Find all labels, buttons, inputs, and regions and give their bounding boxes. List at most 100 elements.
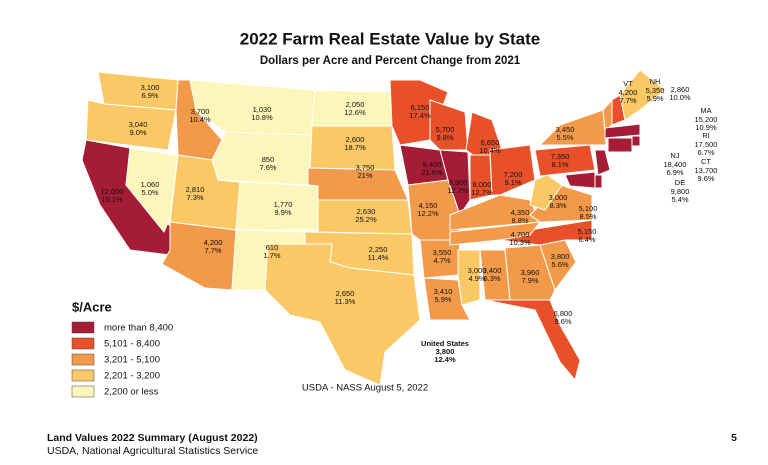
state-value: 3,040: [129, 120, 148, 129]
state-value: 2,600: [346, 135, 365, 144]
state-value: 15,200: [695, 115, 718, 124]
state-abbr: DE: [675, 178, 685, 187]
state-value: 13,700: [695, 166, 718, 175]
state-shape: [125, 147, 179, 233]
state-value: 17,500: [695, 140, 718, 149]
state-change: 10.1%: [101, 195, 123, 204]
state-shape: [85, 99, 177, 151]
state-value: 5,100: [579, 204, 598, 213]
state-value: 3,700: [191, 107, 210, 116]
state-value: 8,900: [449, 178, 468, 187]
legend-label: 2,200 or less: [104, 387, 159, 398]
state-change: 12.2%: [417, 209, 439, 218]
state-value: 3,750: [356, 163, 375, 172]
state-shape: [631, 135, 641, 147]
state-change: 11.4%: [368, 253, 389, 262]
state-change: 9.0%: [129, 128, 146, 137]
state-value: 4,200: [204, 238, 223, 247]
state-value: 3,100: [141, 83, 160, 92]
state-shape: [602, 98, 613, 131]
state-change: 12.6%: [344, 108, 366, 117]
state-change: 9.9%: [274, 208, 291, 217]
state-value: 4,700: [511, 230, 530, 239]
state-change: 12.7%: [471, 188, 493, 197]
footer-report: Land Values 2022 Summary (August 2022): [47, 432, 258, 444]
state-value: 3,550: [433, 248, 452, 257]
state-value: 9,400: [423, 160, 442, 169]
legend-swatch: [71, 353, 95, 366]
state-value: 3,000: [549, 193, 568, 202]
state-change: 6.9%: [141, 91, 158, 100]
state-change: 10.3%: [509, 238, 531, 247]
state-abbr: MA: [700, 106, 711, 115]
state-change: 10.8%: [251, 113, 273, 122]
state-shape: [484, 299, 581, 382]
state-change: 10.9%: [695, 123, 717, 132]
state-change: 7.7%: [204, 246, 221, 255]
state-change: 5.0%: [141, 188, 158, 197]
state-value: 18,400: [664, 160, 687, 169]
state-change: 5.6%: [551, 260, 568, 269]
legend-swatch: [71, 369, 95, 382]
state-value: 3,800: [551, 252, 570, 261]
state-change: 4.7%: [433, 256, 450, 265]
state-shape: [439, 149, 471, 217]
state-shape: [423, 277, 471, 321]
state-change: 10.0%: [669, 93, 691, 102]
state-value: 6,650: [481, 138, 500, 147]
state-change: 8.5%: [579, 212, 596, 221]
state-shape: [504, 244, 556, 301]
legend-swatch: [71, 385, 95, 398]
state-shape: [161, 221, 237, 291]
state-change: 25.2%: [355, 215, 377, 224]
state-change: 17.4%: [409, 111, 431, 120]
state-shape: [564, 171, 596, 189]
state-change: 21.6%: [421, 168, 443, 177]
state-value: 1,030: [253, 105, 272, 114]
state-value: 1,770: [274, 200, 293, 209]
state-map: [81, 69, 666, 386]
state-abbr: RI: [702, 131, 710, 140]
state-value: 5,150: [578, 227, 597, 236]
state-value: 7,350: [551, 152, 570, 161]
state-change: 9.8%: [436, 133, 453, 142]
state-value: 3,400: [483, 266, 502, 275]
state-change: 7.6%: [259, 163, 276, 172]
state-change: 8.3%: [549, 201, 566, 210]
state-change: 9.6%: [554, 317, 571, 326]
state-value: 2,630: [357, 207, 376, 216]
state-value: 2,860: [671, 85, 690, 94]
state-change: 11.3%: [335, 297, 356, 306]
state-change: 10.4%: [479, 146, 501, 155]
state-shape: [619, 69, 666, 121]
state-change: 18.7%: [344, 143, 366, 152]
map-title: 2022 Farm Real Estate Value by State: [240, 29, 541, 48]
state-value: 12,000: [101, 187, 124, 196]
state-value: 2,050: [346, 100, 365, 109]
state-shape: [429, 99, 469, 151]
state-shape: [594, 149, 611, 176]
state-value: 5,700: [436, 125, 455, 134]
state-change: 5.9%: [646, 94, 663, 103]
state-change: 6.3%: [483, 274, 500, 283]
state-change: 12.7%: [447, 186, 469, 195]
state-labels: 3,1006.9%3,0409.0%12,00010.1%1,0605.0%3,…: [101, 77, 718, 326]
legend-label: more than 8,400: [104, 323, 173, 334]
state-abbr: VT: [623, 79, 633, 88]
state-value: 2,810: [186, 185, 205, 194]
state-shape: [604, 123, 641, 139]
state-shape: [594, 174, 603, 189]
state-change: 7.3%: [186, 193, 203, 202]
legend-label: 2,201 - 3,200: [104, 371, 160, 382]
state-change: 5.4%: [671, 195, 688, 204]
state-change: 5.5%: [556, 133, 573, 142]
state-value: 5,350: [646, 86, 665, 95]
legend-label: 5,101 - 8,400: [104, 339, 160, 350]
state-change: 4.9%: [468, 274, 485, 283]
legend-label: 3,201 - 5,100: [104, 355, 160, 366]
state-abbr: NJ: [670, 151, 679, 160]
state-change: 10.4%: [189, 115, 211, 124]
page-number: 5: [731, 432, 737, 444]
state-change: 5.9%: [434, 295, 451, 304]
